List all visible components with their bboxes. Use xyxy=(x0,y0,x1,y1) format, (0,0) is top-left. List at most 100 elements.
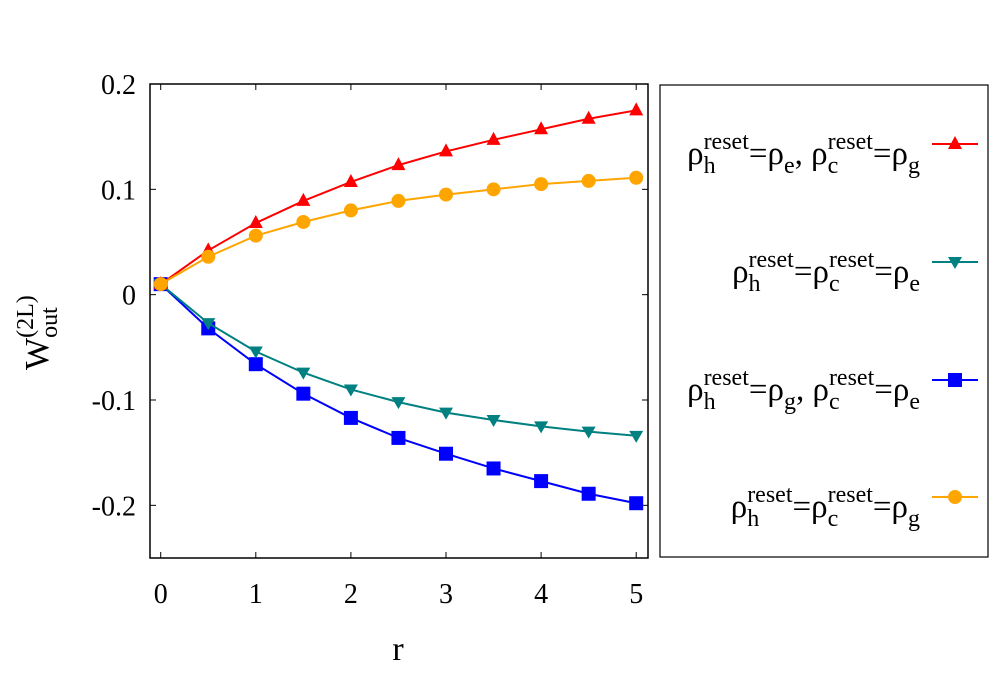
legend-superscript: reset xyxy=(747,482,793,508)
legend-superscript: reset xyxy=(828,365,875,391)
legend-text: =ρ xyxy=(793,254,829,290)
legend-script: reset c xyxy=(829,366,874,414)
legend-script: reset h xyxy=(704,366,749,414)
legend-subscript: c xyxy=(827,506,839,532)
legend-subscript: h xyxy=(703,153,716,179)
legend-script: reset c xyxy=(828,130,873,178)
legend-label-2: ρ reset h =ρ g, ρ reset c =ρ e xyxy=(687,366,920,414)
data-point-2-9 xyxy=(581,486,596,501)
data-point-2-4 xyxy=(343,410,358,425)
legend-superscript xyxy=(784,366,796,390)
y-axis-label: W (2L) out xyxy=(13,295,63,370)
legend-subscript: e xyxy=(909,271,920,297)
legend-label-0: ρ reset h =ρ e, ρ reset c =ρ g xyxy=(687,130,920,178)
data-point-1-5 xyxy=(391,397,406,410)
data-point-0-5 xyxy=(391,157,406,171)
legend-text: =ρ xyxy=(748,136,784,172)
x-tick-label: 4 xyxy=(534,579,548,610)
x-tick-label: 5 xyxy=(629,579,643,610)
legend-text: , ρ xyxy=(795,372,829,408)
data-point-3-8 xyxy=(534,177,549,192)
legend-marker-3 xyxy=(948,490,962,504)
ylabel-base: W xyxy=(19,337,56,370)
data-point-1-8 xyxy=(534,421,549,434)
data-point-3-1 xyxy=(201,249,216,264)
x-tick-label: 3 xyxy=(439,579,453,610)
legend-marker-1 xyxy=(948,257,962,269)
data-point-1-1 xyxy=(201,318,216,331)
legend-text: =ρ xyxy=(874,254,910,290)
legend-text: ρ xyxy=(730,489,748,525)
legend-text: ρ xyxy=(732,254,749,290)
data-point-1-2 xyxy=(248,346,263,359)
data-point-3-0 xyxy=(153,277,168,292)
legend-text: , ρ xyxy=(794,136,828,172)
legend-subscript: c xyxy=(828,271,840,297)
legend-text: ρ xyxy=(687,372,704,408)
legend-superscript xyxy=(784,130,795,154)
legend-subscript: g xyxy=(783,389,796,415)
x-axis-label: r xyxy=(392,631,404,668)
legend-superscript: reset xyxy=(703,129,749,155)
data-point-0-2 xyxy=(248,215,263,229)
legend-script: reset h xyxy=(749,248,794,296)
data-point-2-3 xyxy=(296,386,311,401)
data-point-3-2 xyxy=(248,228,263,243)
legend-marker-2 xyxy=(948,373,962,387)
legend-box xyxy=(659,84,989,558)
legend-script: g xyxy=(908,483,920,531)
legend-subscript: c xyxy=(827,153,839,179)
legend-subscript: e xyxy=(783,153,795,179)
data-point-0-4 xyxy=(343,173,358,187)
legend-text: ρ xyxy=(687,136,704,172)
legend-script: reset h xyxy=(704,130,749,178)
y-tick-label: 0 xyxy=(122,281,136,312)
data-point-0-6 xyxy=(439,143,453,157)
data-point-3-6 xyxy=(439,187,453,202)
legend-marker-0 xyxy=(948,136,962,149)
data-point-2-10 xyxy=(629,496,644,511)
y-tick-label: -0.2 xyxy=(92,491,136,522)
legend-text: =ρ xyxy=(872,489,908,525)
x-tick-label: 1 xyxy=(249,579,263,610)
y-tick-label: 0.2 xyxy=(101,70,136,101)
legend-superscript: reset xyxy=(748,247,794,273)
data-point-3-7 xyxy=(486,182,501,197)
plot-frame xyxy=(149,83,649,559)
data-point-3-3 xyxy=(296,214,311,229)
legend-script: g xyxy=(908,130,920,178)
legend-superscript: reset xyxy=(828,247,875,273)
data-point-3-4 xyxy=(343,203,358,218)
data-point-2-8 xyxy=(534,474,549,489)
legend-subscript: e xyxy=(909,389,920,415)
legend-subscript: h xyxy=(748,271,761,297)
y-tick-label: 0.1 xyxy=(101,175,136,206)
data-point-2-6 xyxy=(439,446,453,461)
legend-text: =ρ xyxy=(872,136,908,172)
data-point-3-10 xyxy=(629,170,644,185)
legend-script: reset c xyxy=(829,248,874,296)
data-point-1-4 xyxy=(343,384,358,397)
legend-superscript xyxy=(908,130,920,154)
legend-subscript: c xyxy=(828,389,840,415)
series-line-2 xyxy=(160,283,637,505)
legend-script: e xyxy=(909,248,920,296)
legend-subscript: g xyxy=(908,153,920,179)
legend-subscript: h xyxy=(703,389,716,415)
y-tick-label: -0.1 xyxy=(92,386,136,417)
series-line-3 xyxy=(160,176,637,285)
legend-superscript xyxy=(909,248,920,272)
ylabel-scripts: (2L) out xyxy=(13,295,63,338)
legend-script: g xyxy=(784,366,796,414)
legend-label-1: ρ reset h =ρ reset c =ρ e xyxy=(732,248,920,296)
data-point-2-5 xyxy=(391,430,406,445)
data-point-0-8 xyxy=(534,121,549,135)
data-point-1-3 xyxy=(296,367,311,380)
legend-script: reset h xyxy=(747,483,792,531)
legend-script: reset c xyxy=(828,483,873,531)
data-point-2-7 xyxy=(486,461,501,476)
legend-script: e xyxy=(784,130,795,178)
legend-superscript xyxy=(909,366,920,390)
data-point-0-7 xyxy=(486,131,501,145)
